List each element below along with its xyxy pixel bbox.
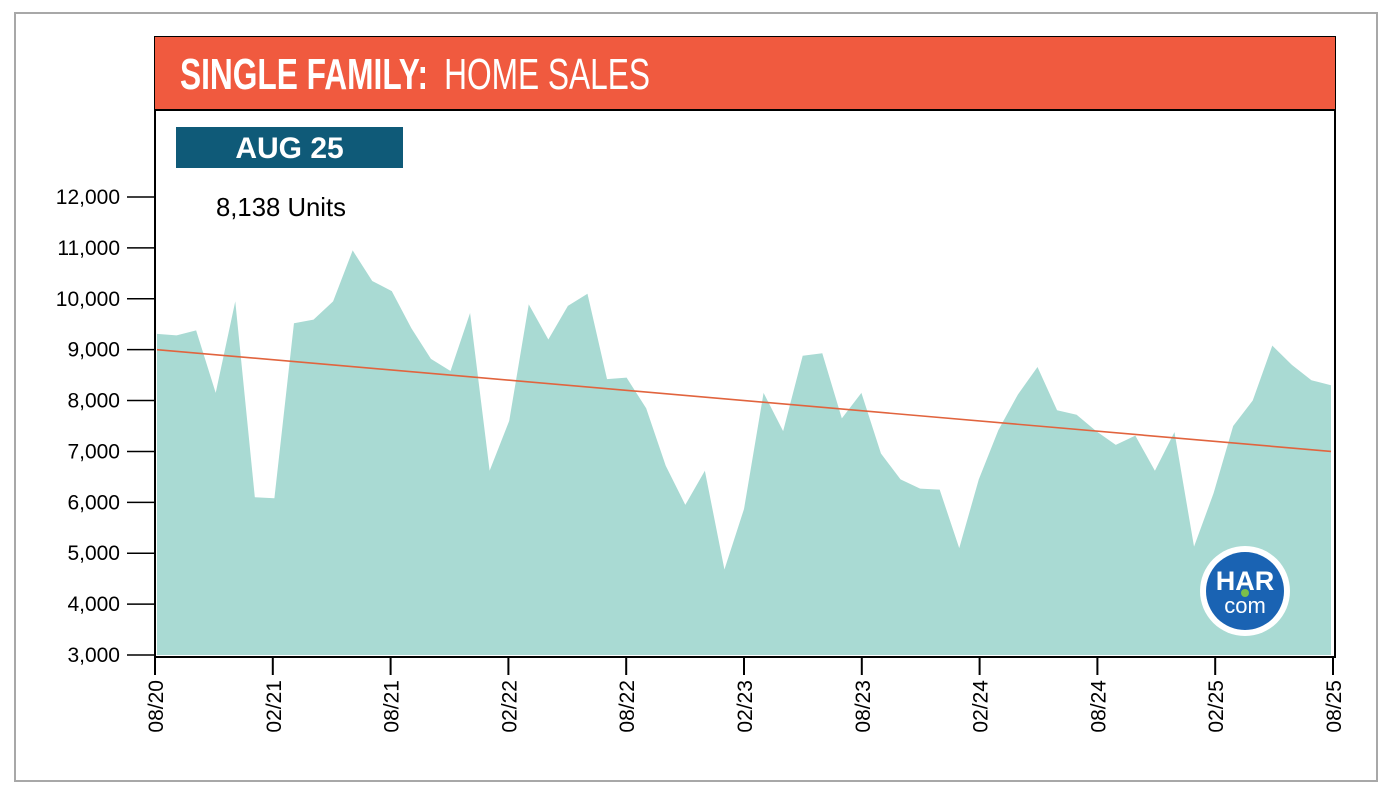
summary-value: 8,138 Units	[216, 192, 346, 222]
y-axis: 3,000 4,000 5,000 6,000 7,000 8,000 9,000 10,00…	[56, 186, 156, 667]
x-tick-label: 08/20	[145, 680, 168, 733]
logo-text-bottom: com	[1224, 593, 1266, 618]
x-tick-label: 02/21	[263, 680, 286, 733]
chart-title: SINGLE FAMILY: HOME SALES	[180, 50, 650, 99]
y-tick-label: 10,000	[56, 288, 120, 311]
x-tick-label: 08/24	[1087, 680, 1110, 733]
y-tick-label: 6,000	[67, 491, 120, 514]
trend-line	[156, 348, 1332, 453]
x-tick-label: 02/22	[498, 680, 521, 733]
y-tick-label: 9,000	[67, 339, 120, 362]
area-layer	[156, 250, 1332, 655]
y-tick-label: 5,000	[67, 542, 120, 565]
y-tick-label: 11,000	[57, 237, 120, 260]
x-tick-label: 08/25	[1323, 680, 1346, 733]
sales-area	[157, 250, 1331, 655]
y-tick-label: 4,000	[67, 593, 120, 616]
x-tick-label: 02/23	[734, 680, 757, 733]
y-tick-label: 8,000	[67, 390, 120, 413]
title-rest: HOME SALES	[444, 50, 650, 99]
har-logo: HAR com	[1200, 546, 1290, 636]
logo-dot	[1241, 589, 1249, 597]
x-tick-label: 08/22	[616, 680, 639, 733]
x-tick-label: 02/24	[970, 680, 993, 733]
title-bold: SINGLE FAMILY:	[180, 50, 428, 99]
y-tick-label: 12,000	[56, 186, 120, 209]
x-tick-label: 08/21	[381, 680, 404, 733]
y-tick-label: 7,000	[67, 440, 120, 463]
x-axis: 08/20 02/21 08/21 02/22 08/22 02/23 08/23 02/24…	[145, 656, 1346, 733]
x-tick-label: 08/23	[852, 680, 875, 733]
date-badge	[176, 127, 403, 168]
x-tick-label: 02/25	[1205, 680, 1228, 733]
date-badge-label: AUG 25	[235, 132, 343, 165]
y-tick-label: 3,000	[67, 644, 120, 667]
header-bar	[155, 37, 1335, 110]
trend-layer	[156, 348, 1332, 453]
